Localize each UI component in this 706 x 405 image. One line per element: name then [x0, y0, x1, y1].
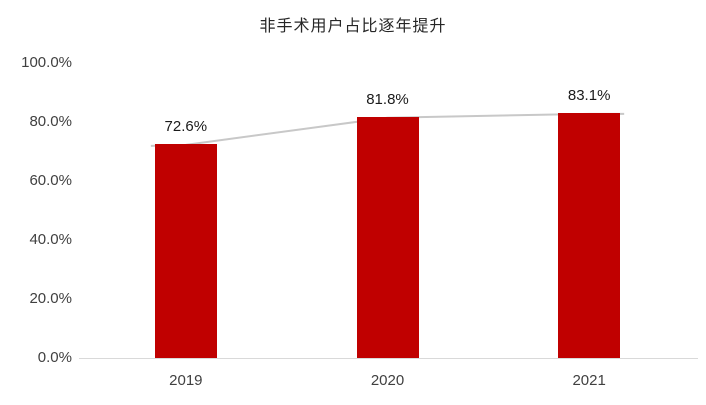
y-axis-tick-label: 0.0% — [37, 349, 72, 366]
data-label-2020: 81.8% — [366, 90, 409, 108]
x-axis-tick-label: 2019 — [169, 372, 203, 389]
x-axis-tick-label: 2021 — [572, 372, 606, 389]
y-axis-tick-label: 60.0% — [29, 172, 72, 189]
chart-title: 非手术用户占比逐年提升 — [259, 18, 447, 35]
bar-2020 — [356, 116, 419, 358]
y-axis-tick-label: 40.0% — [29, 231, 72, 248]
x-axis-line — [79, 358, 698, 359]
y-axis-tick-label: 20.0% — [29, 290, 72, 307]
bar-2021 — [558, 112, 621, 358]
y-axis-tick-label: 80.0% — [29, 113, 72, 130]
data-label-2019: 72.6% — [164, 117, 208, 135]
bar-2019 — [154, 143, 217, 358]
data-label-2021: 83.1% — [567, 86, 611, 104]
x-axis-tick-label: 2020 — [370, 372, 405, 389]
y-axis-tick-label: 100.0% — [21, 54, 72, 71]
